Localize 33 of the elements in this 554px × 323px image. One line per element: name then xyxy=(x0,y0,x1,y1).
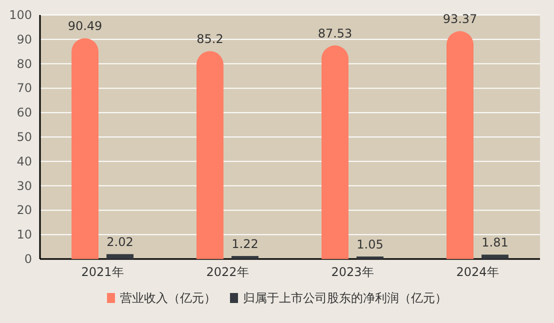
y-tick-label: 70 xyxy=(16,81,32,96)
x-tick-label: 2024年 xyxy=(456,265,499,279)
x-tick-label: 2022年 xyxy=(206,265,249,279)
y-tick-label: 20 xyxy=(16,203,32,218)
legend-label: 营业收入（亿元） xyxy=(120,291,216,305)
y-tick-label: 10 xyxy=(16,228,32,242)
bar xyxy=(322,45,348,259)
bar xyxy=(106,254,134,259)
bar xyxy=(356,256,384,259)
bar xyxy=(446,31,474,259)
y-tick-label: 50 xyxy=(16,130,32,144)
data-label: 1.22 xyxy=(232,237,258,252)
y-tick-label: 100 xyxy=(9,8,32,22)
y-tick-label: 90 xyxy=(16,32,32,46)
data-label: 93.37 xyxy=(442,12,478,26)
bar xyxy=(72,38,98,259)
bar xyxy=(196,51,224,259)
data-label: 90.49 xyxy=(68,19,102,34)
data-label: 85.2 xyxy=(196,32,224,46)
y-tick-label: 80 xyxy=(16,56,32,71)
bar xyxy=(482,254,508,259)
bar xyxy=(232,256,258,259)
y-tick-label: 0 xyxy=(24,252,32,266)
x-tick-label: 2021年 xyxy=(81,265,124,279)
y-tick-label: 30 xyxy=(16,178,32,193)
data-label: 1.05 xyxy=(356,237,384,252)
data-label: 2.02 xyxy=(106,235,134,250)
y-tick-label: 60 xyxy=(16,106,32,120)
y-tick-label: 40 xyxy=(16,154,32,168)
data-label: 87.53 xyxy=(318,26,352,40)
x-tick-label: 2023年 xyxy=(331,265,374,279)
legend-label: 归属于上市公司股东的净利润（亿元） xyxy=(243,291,447,305)
data-label: 1.81 xyxy=(482,236,508,250)
